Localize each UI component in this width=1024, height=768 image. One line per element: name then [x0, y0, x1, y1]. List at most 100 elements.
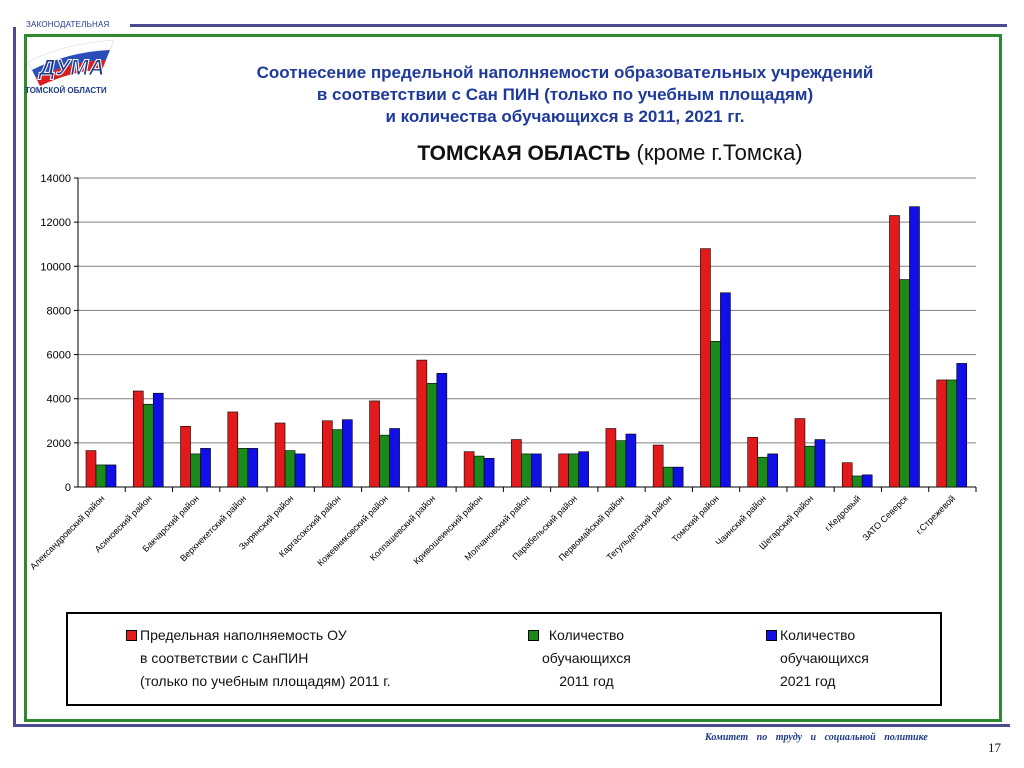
duma-logo: ЗАКОНОДАТЕЛЬНАЯ ДУМА ТОМСКОЙ ОБЛАСТИ [22, 18, 122, 98]
y-tick-label: 14000 [40, 173, 71, 185]
bar [322, 420, 333, 488]
bar [190, 453, 201, 488]
bar [794, 418, 806, 488]
x-tick-label: ЗАТО Северск [860, 493, 910, 543]
bar [142, 403, 154, 488]
legend-3-line-1: Количество [780, 627, 856, 643]
bar [558, 453, 569, 488]
legend-2-line-2: обучающихся [542, 650, 631, 666]
logo-emblem: ДУМА [27, 39, 115, 86]
bar [274, 422, 286, 488]
y-tick-label: 10000 [40, 261, 71, 273]
logo-top-text: ЗАКОНОДАТЕЛЬНАЯ [26, 20, 110, 29]
x-tick-label: г.Стрежевой [914, 493, 957, 536]
bar [132, 390, 144, 488]
subtitle-region: ТОМСКАЯ ОБЛАСТЬ [417, 142, 631, 165]
page-number: 17 [988, 740, 1001, 755]
bar [379, 434, 390, 488]
bar [511, 439, 522, 488]
chart-title: Соотнесение предельной наполняемости обр… [150, 62, 980, 128]
bar [521, 453, 532, 488]
x-tick-label: Александровский район [28, 493, 106, 571]
legend-3-line-3: 2021 год [780, 673, 836, 689]
x-tick-label: Чаинский район [714, 493, 768, 547]
title-line-3: и количества обучающихся в 2011, 2021 гг… [385, 107, 745, 126]
x-tick-label: г.Кедровый [823, 493, 863, 533]
bar [95, 464, 107, 488]
bar [662, 466, 674, 488]
bar [700, 248, 711, 488]
bar [909, 206, 920, 488]
bar [531, 453, 542, 488]
legend-1-line-1: Предельная наполняемость ОУ [140, 627, 347, 643]
bar [180, 426, 191, 488]
bar [342, 419, 353, 488]
chart-subtitle: ТОМСКАЯ ОБЛАСТЬ (кроме г.Томска) [330, 140, 890, 166]
bar [294, 453, 306, 488]
legend-swatch-blue [766, 630, 777, 641]
x-tick-label: Томский район [670, 493, 721, 544]
bar [389, 428, 400, 488]
bar [767, 453, 778, 488]
y-tick-label: 2000 [47, 438, 71, 450]
outer-frame [13, 27, 1010, 727]
footer-committee: Комитет по труду и социальной политике [705, 732, 928, 743]
bar [747, 437, 758, 488]
bar [568, 453, 579, 488]
bar [851, 475, 863, 488]
bar [946, 379, 958, 488]
y-tick-label: 4000 [47, 394, 71, 406]
bar [936, 379, 948, 488]
inner-frame [24, 34, 1002, 722]
legend-3-line-2: обучающихся [780, 650, 869, 666]
bar [473, 455, 485, 488]
legend-2-line-3: 2011 год [559, 673, 614, 689]
bar [227, 411, 239, 488]
bar [369, 400, 380, 488]
bar [720, 292, 731, 488]
chart-legend: Предельная наполняемость ОУ в соответств… [66, 612, 942, 706]
bar [436, 373, 448, 488]
logo-bottom-text: ТОМСКОЙ ОБЛАСТИ [25, 86, 107, 95]
legend-2-line-1: Количество [548, 627, 625, 643]
legend-1-line-2: в соответствии с СанПИН [140, 650, 309, 666]
legend-swatch-green [528, 630, 539, 641]
legend-1-line-3: (только по учебным площадям) 2011 г. [140, 673, 391, 689]
y-tick-label: 8000 [47, 305, 71, 317]
logo-main-text: ДУМА [37, 55, 104, 80]
y-tick-label: 6000 [47, 350, 71, 362]
y-tick-label: 0 [65, 482, 71, 494]
bar [615, 440, 627, 488]
bar [672, 466, 684, 488]
bar [652, 444, 664, 488]
bar [200, 448, 211, 488]
bar [416, 359, 428, 488]
bar [426, 382, 438, 488]
title-line-1: Соотнесение предельной наполняемости обр… [256, 63, 874, 82]
bar [105, 464, 117, 488]
bar [284, 450, 296, 488]
bar [814, 439, 826, 488]
subtitle-note: (кроме г.Томска) [636, 140, 803, 165]
title-line-2: в соответствии с Сан ПИН (только по учеб… [316, 85, 814, 104]
bar [152, 392, 164, 488]
bar [247, 448, 259, 488]
bar [605, 428, 617, 488]
bar [889, 215, 900, 488]
bar [625, 433, 637, 488]
bar [861, 474, 873, 488]
y-tick-label: 12000 [40, 217, 71, 229]
bar [804, 445, 816, 488]
bar [578, 451, 589, 488]
bar [899, 279, 910, 488]
bar [332, 429, 343, 488]
bar [956, 363, 968, 488]
bar [841, 462, 853, 488]
bar [757, 456, 768, 488]
bar [483, 458, 495, 488]
bar [710, 341, 721, 488]
bar [85, 450, 97, 488]
legend-swatch-red [126, 630, 137, 641]
bar [463, 451, 475, 488]
